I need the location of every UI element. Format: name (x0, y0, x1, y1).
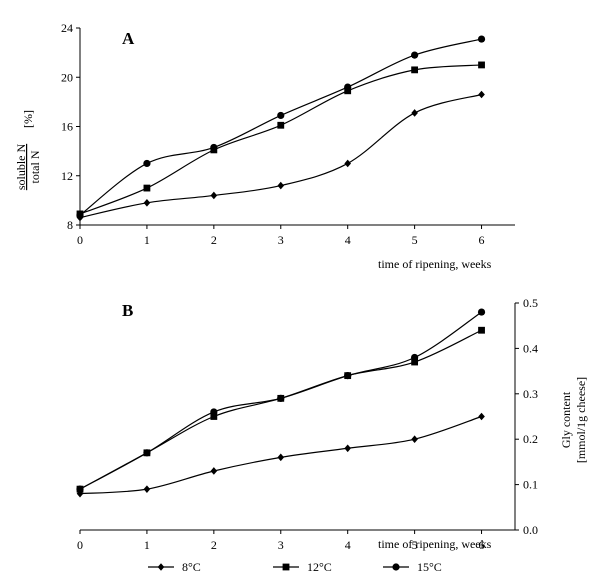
panel-a-x-tick-label: 2 (211, 233, 217, 247)
y-label-denominator: total N (28, 150, 42, 183)
panel-a-data-point (477, 35, 486, 43)
legend: 8°C 12°C 15°C (148, 560, 442, 574)
panel-b-axes: 0 1 2 3 4 5 6 0.0 0.1 0.2 0.3 0.4 0.5 (77, 296, 538, 552)
panel-b-data-point (277, 453, 285, 462)
panel-b-data-point (277, 394, 285, 402)
panel-a-y-tick-label: 20 (61, 70, 73, 84)
panel-b-series (76, 308, 486, 498)
panel-a-data-point (478, 61, 485, 69)
y-label-line1: Gly content (559, 391, 573, 448)
panel-a-data-point (277, 121, 285, 129)
panel-a-label: A (122, 29, 135, 48)
panel-a-y-axis-title: soluble N total N [%] (14, 110, 42, 190)
panel-b-data-point (143, 449, 151, 457)
legend-label: 12°C (307, 560, 332, 574)
panel-b-label: B (122, 301, 133, 320)
panel-b-y-tick-label: 0.5 (523, 296, 538, 310)
panel-b-data-point (411, 435, 418, 443)
panel-b-x-tick-label: 0 (77, 538, 83, 552)
panel-a-data-point (344, 87, 352, 95)
panel-a-data-point (143, 184, 151, 192)
panel-a-y-tick-label: 12 (61, 169, 73, 183)
chart-panel-b: B 0 1 2 3 4 5 6 0.0 0.1 0.2 0.3 0.4 0.5 Gly content … (76, 296, 588, 552)
panel-a-data-point (277, 111, 285, 120)
panel-b-data-point (411, 353, 419, 362)
panel-a-x-tick-label: 3 (278, 233, 284, 247)
panel-b-y-tick-label: 0.2 (523, 432, 538, 446)
panel-b-x-tick-label: 4 (345, 538, 351, 552)
panel-a-data-point (411, 109, 418, 117)
y-label-line2: [mmol/1g cheese] (574, 377, 588, 463)
panel-a-x-tick-label: 0 (77, 233, 83, 247)
legend-item: 8°C (148, 560, 201, 574)
panel-b-data-point (478, 326, 485, 334)
panel-a-x-tick-label: 4 (345, 233, 351, 247)
panel-a-x-tick-label: 6 (479, 233, 485, 247)
legend-marker (157, 563, 165, 571)
y-label-unit: [%] (21, 110, 35, 128)
panel-b-y-tick-label: 0.3 (523, 387, 538, 401)
panel-b-y-tick-label: 0.0 (523, 523, 538, 537)
panel-a-data-point (344, 159, 351, 168)
panel-a-data-point (76, 211, 84, 219)
panel-a-data-point (143, 199, 151, 207)
panel-a-data-point (143, 159, 151, 168)
panel-b-y-tick-label: 0.4 (523, 341, 538, 355)
panel-a-x-tick-label: 5 (412, 233, 418, 247)
panel-a-y-tick-label: 24 (61, 21, 73, 35)
panel-a-data-point (478, 90, 485, 99)
panel-b-data-point (210, 408, 218, 416)
panel-a-x-tick-label: 1 (144, 233, 150, 247)
panel-b-y-tick-label: 0.1 (523, 478, 538, 492)
legend-label: 15°C (417, 560, 442, 574)
panel-a-y-tick-label: 8 (67, 218, 73, 232)
panel-b-x-tick-label: 1 (144, 538, 150, 552)
panel-b-x-axis-title: time of ripening, weeks (378, 537, 492, 551)
panel-a-data-point (344, 83, 352, 91)
panel-a-series (76, 35, 486, 222)
panel-b-data-point (478, 412, 485, 421)
legend-marker (282, 563, 290, 571)
panel-a-data-point (411, 51, 419, 59)
legend-item: 15°C (383, 560, 442, 574)
panel-b-data-point (344, 444, 351, 453)
panel-a-data-point (210, 191, 218, 200)
panel-a-data-point (210, 143, 218, 152)
y-label-numerator: soluble N (14, 144, 28, 191)
panel-b-y-axis-title: Gly content [mmol/1g cheese] (559, 377, 588, 463)
legend-label: 8°C (182, 560, 201, 574)
panel-b-data-point (344, 372, 352, 380)
panel-b-x-tick-label: 2 (211, 538, 217, 552)
panel-b-data-point (477, 308, 486, 316)
panel-a-data-point (277, 181, 285, 190)
legend-item: 12°C (273, 560, 332, 574)
panel-b-data-point (76, 485, 84, 493)
panel-a-y-tick-label: 16 (61, 120, 73, 134)
panel-a-x-axis-title: time of ripening, weeks (378, 257, 492, 271)
panel-b-x-tick-label: 5 (412, 538, 418, 552)
panel-b-data-point (143, 485, 151, 493)
panel-a-series-line-2 (79, 64, 482, 215)
panel-b-data-point (411, 358, 419, 366)
panel-b-x-tick-label: 3 (278, 538, 284, 552)
panel-b-data-point (210, 413, 218, 420)
legend-marker (392, 563, 400, 571)
panel-b-x-tick-label: 6 (479, 538, 485, 552)
panel-b-data-point (210, 467, 218, 475)
panel-a-data-point (411, 66, 419, 74)
